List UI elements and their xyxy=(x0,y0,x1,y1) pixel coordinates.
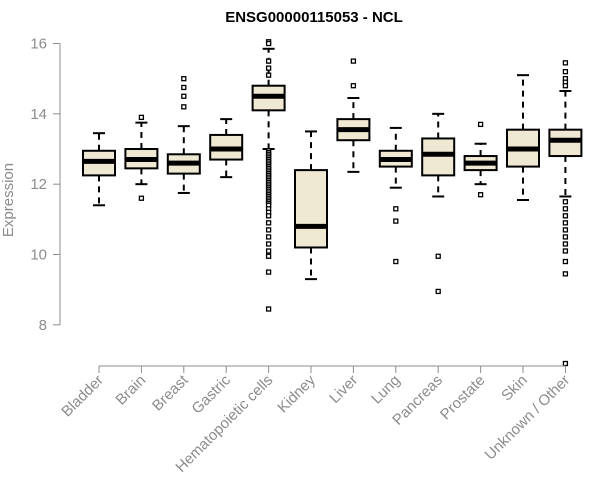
outlier-point xyxy=(265,58,272,64)
outlier-point xyxy=(265,220,272,226)
x-tick-label: Lung xyxy=(368,372,404,408)
y-axis-label: Expression xyxy=(0,163,17,237)
x-tick-label: Breast xyxy=(149,371,192,414)
outlier-point xyxy=(265,65,272,71)
outlier-point xyxy=(265,40,272,47)
outlier-point xyxy=(265,248,272,254)
outlier-point xyxy=(562,271,569,277)
outlier-point xyxy=(562,60,569,66)
outlier-point xyxy=(265,234,272,240)
box-body xyxy=(294,169,328,249)
box-prostate xyxy=(463,121,498,198)
box-liver xyxy=(336,58,371,173)
outlier-point xyxy=(181,76,187,82)
outlier-point xyxy=(562,83,569,89)
outlier-point xyxy=(181,104,187,110)
box-bladder xyxy=(82,132,116,207)
box-kidney xyxy=(294,130,328,281)
outlier-point xyxy=(265,241,272,247)
x-tick-label: Brain xyxy=(112,372,149,409)
outlier-point xyxy=(265,227,272,233)
outlier-point xyxy=(393,206,399,212)
outlier-point xyxy=(562,360,569,367)
box-body xyxy=(548,128,583,158)
y-tick-label: 16 xyxy=(30,36,47,53)
outlier-point xyxy=(477,121,484,128)
x-tick-label: Prostate xyxy=(437,372,489,424)
outlier-point xyxy=(477,192,484,198)
outlier-point xyxy=(562,213,569,219)
box-gastric xyxy=(209,118,244,179)
outlier-point xyxy=(435,253,441,259)
outlier-point xyxy=(435,288,441,295)
boxes-group xyxy=(82,39,583,367)
outlier-point xyxy=(393,258,399,265)
outlier-point xyxy=(562,199,569,205)
x-tick-label: Liver xyxy=(326,372,361,407)
outlier-point xyxy=(562,227,569,233)
box-hematopoietic-cells xyxy=(251,39,286,312)
outlier-point xyxy=(562,258,569,265)
chart-title: ENSG00000115053 - NCL xyxy=(225,9,403,26)
box-lung xyxy=(378,126,413,265)
box-unknown-other xyxy=(548,60,583,367)
outlier-point xyxy=(562,220,569,226)
y-axis: 8 10 12 14 16 xyxy=(30,36,61,334)
outlier-point xyxy=(562,206,569,212)
outlier-point xyxy=(138,114,145,121)
outlier-point xyxy=(181,93,187,99)
outlier-point xyxy=(562,241,569,247)
y-tick-label: 12 xyxy=(30,176,47,193)
y-tick-label: 8 xyxy=(39,317,47,334)
outlier-point xyxy=(265,213,272,219)
outlier-point xyxy=(393,218,399,224)
x-tick-label: Kidney xyxy=(274,371,319,416)
outlier-point xyxy=(562,234,569,240)
box-breast xyxy=(166,76,201,194)
outlier-point xyxy=(265,269,272,275)
outlier-point xyxy=(562,68,569,75)
y-tick-label: 10 xyxy=(30,247,47,264)
outlier-point xyxy=(138,195,145,201)
outlier-point xyxy=(265,253,272,259)
box-brain xyxy=(124,114,159,201)
box-pancreas xyxy=(421,112,456,295)
x-tick-label: Bladder xyxy=(58,372,107,421)
x-tick-label: Skin xyxy=(498,372,531,405)
outlier-point xyxy=(181,84,187,91)
box-skin xyxy=(506,74,540,201)
outlier-point xyxy=(265,72,272,78)
outlier-point xyxy=(350,58,357,64)
outlier-point xyxy=(265,306,272,312)
y-tick-label: 14 xyxy=(30,106,47,123)
outlier-point xyxy=(562,248,569,254)
box-body xyxy=(421,137,456,177)
outlier-point xyxy=(350,83,357,89)
